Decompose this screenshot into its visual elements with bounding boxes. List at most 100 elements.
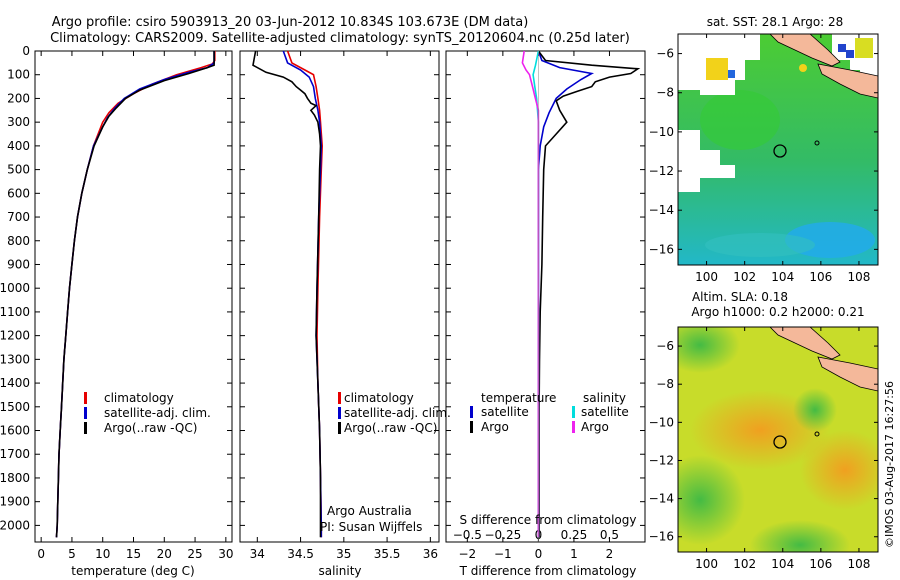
sla-low-patch xyxy=(750,520,850,552)
sla-low-patch xyxy=(678,327,740,373)
map-x-tick-label: 104 xyxy=(771,270,794,284)
y-tick-label: 1700 xyxy=(0,447,30,461)
legend-swatch-satellite xyxy=(84,407,87,419)
legend-label-argo: Argo(..raw -QC) xyxy=(104,421,197,435)
x-tick-label: 0 xyxy=(535,547,543,561)
map-x-tick-label: 106 xyxy=(809,557,832,571)
legend-label-t-satellite: satellite xyxy=(481,405,529,419)
s-tick-label: −0.25 xyxy=(484,528,521,542)
legend-title-temperature: temperature xyxy=(481,391,556,405)
legend-label-climatology: climatology xyxy=(104,391,174,405)
land-java xyxy=(817,63,878,99)
map-x-tick-label: 108 xyxy=(847,557,870,571)
difference-legend: temperature salinity satellite Argo sate… xyxy=(470,391,629,434)
legend-swatch-s-satellite xyxy=(572,406,575,418)
legend-label-satellite: satellite-adj. clim. xyxy=(344,406,451,420)
t-difference-axis: −2 −1 0 1 2 xyxy=(458,51,613,561)
map-y-tick-label: −14 xyxy=(649,203,674,217)
legend-label-s-satellite: satellite xyxy=(581,405,629,419)
sst-cool-patch xyxy=(846,50,854,58)
sla-high-patch xyxy=(800,430,878,510)
salinity-xlabel: salinity xyxy=(318,564,361,578)
sst-warm-patch xyxy=(706,58,728,80)
map-y-tick-label: −12 xyxy=(649,453,674,467)
sla-profile-location-marker xyxy=(773,435,787,449)
title-line1: Argo profile: csiro 5903913_20 03-Jun-20… xyxy=(52,15,529,30)
title-line2: Climatology: CARS2009. Satellite-adjuste… xyxy=(50,31,630,46)
x-tick-label: 34.5 xyxy=(287,547,314,561)
x-tick-label: 34 xyxy=(250,547,265,561)
sla-map-axes: 100 102 104 106 108 −6 −8 −10 −12 −14 −16 xyxy=(649,327,878,571)
temperature-panel: 0100200300400500600700800900100011001200… xyxy=(0,44,645,578)
sst-warm-patch xyxy=(799,64,807,72)
legend-swatch-climatology xyxy=(84,392,87,404)
legend-label-climatology: climatology xyxy=(344,391,414,405)
y-tick-label: 1600 xyxy=(0,424,30,438)
x-tick-label: 0 xyxy=(37,547,45,561)
sla-map-title-line1: Altim. SLA: 0.18 xyxy=(692,290,788,304)
y-tick-label: 1000 xyxy=(0,281,30,295)
y-tick-label: 300 xyxy=(7,115,30,129)
x-tick-label: 20 xyxy=(157,547,172,561)
series-satellite-adj-clim- xyxy=(55,51,215,538)
x-tick-label: 1 xyxy=(570,547,578,561)
map-x-tick-label: 108 xyxy=(847,270,870,284)
x-tick-label: 15 xyxy=(126,547,141,561)
sst-map: sat. SST: 28.1 Argo: 28 100 102 104 106 108 −… xyxy=(649,15,879,284)
y-tick-label: 600 xyxy=(7,186,30,200)
map-y-tick-label: −8 xyxy=(656,86,674,100)
x-tick-label: −2 xyxy=(458,547,476,561)
land-sumatra xyxy=(769,34,841,67)
sst-profile-location-marker xyxy=(773,144,787,158)
x-tick-label: 25 xyxy=(187,547,202,561)
map-x-tick-label: 104 xyxy=(771,557,794,571)
difference-panel: −2 −1 0 1 2 −0.5 −0.25 0 0.25 0.5 S difference f… xyxy=(445,50,646,578)
s-tick-label: −0.5 xyxy=(453,528,482,542)
y-tick-label: 1200 xyxy=(0,329,30,343)
series-argo xyxy=(55,51,215,538)
y-tick-label: 200 xyxy=(7,91,30,105)
temperature-frame xyxy=(34,50,233,543)
land-sumatra xyxy=(769,327,841,360)
s-tick-label: 0.5 xyxy=(600,528,619,542)
salinity-axis: 34 34.5 35 35.5 36 xyxy=(250,51,438,561)
salinity-panel: 34 34.5 35 35.5 36 salinity climatology sate… xyxy=(239,50,451,578)
y-tick-label: 1400 xyxy=(0,376,30,390)
annotation-institution: Argo Australia xyxy=(327,504,412,518)
depth-axis: 0 100 200 300 400 500 600 700 800 900 1000 1100 1200… xyxy=(0,44,645,532)
map-x-tick-label: 100 xyxy=(695,557,718,571)
map-y-tick-label: −10 xyxy=(649,125,674,139)
sst-map-title: sat. SST: 28.1 Argo: 28 xyxy=(707,15,844,29)
sst-field-patch xyxy=(705,233,815,257)
y-tick-label: 0 xyxy=(22,44,30,58)
x-tick-label: 30 xyxy=(218,547,233,561)
map-y-tick-label: −10 xyxy=(649,415,674,429)
legend-swatch-t-satellite xyxy=(470,406,473,418)
legend-swatch-satellite xyxy=(338,407,341,419)
y-tick-label: 100 xyxy=(7,68,30,82)
s-difference-label: S difference from climatology xyxy=(460,513,637,527)
sla-low-patch xyxy=(793,388,837,432)
credit-text: ©IMOS 03-Aug-2017 16:27:56 xyxy=(883,381,896,548)
map-y-tick-label: −8 xyxy=(656,377,674,391)
sst-map-frame xyxy=(677,33,879,266)
sst-cool-patch xyxy=(838,44,846,52)
y-tick-label: 900 xyxy=(7,257,30,271)
y-tick-label: 800 xyxy=(7,234,30,248)
x-tick-label: 36 xyxy=(423,547,438,561)
y-tick-label: 500 xyxy=(7,163,30,177)
sst-missing-data xyxy=(678,130,735,192)
y-tick-label: 1900 xyxy=(0,495,30,509)
y-tick-label: 1300 xyxy=(0,352,30,366)
y-tick-label: 2000 xyxy=(0,518,30,532)
sst-cool-patch xyxy=(728,70,735,78)
y-tick-label: 1100 xyxy=(0,305,30,319)
temperature-legend: climatology satellite-adj. clim. Argo(..… xyxy=(84,391,211,435)
series-t-satellite xyxy=(537,50,595,538)
temperature-xlabel: temperature (deg C) xyxy=(71,564,194,578)
x-tick-label: −1 xyxy=(494,547,512,561)
series-satellite-adj-clim- xyxy=(282,50,323,538)
sla-map: Altim. SLA: 0.18 Argo h1000: 0.2 h2000: … xyxy=(649,290,879,571)
land-java xyxy=(817,356,878,392)
